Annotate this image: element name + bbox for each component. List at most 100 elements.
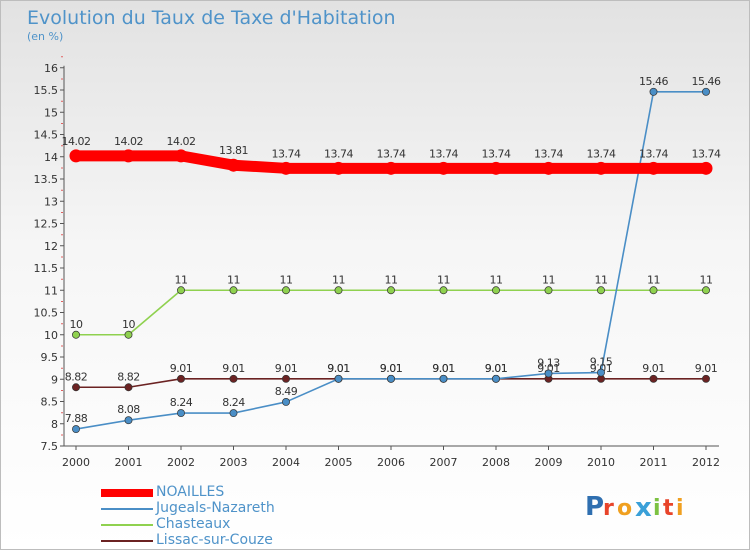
svg-text:i: i — [653, 496, 661, 521]
data-label-jugeals-nazareth: 9.13 — [537, 356, 560, 369]
data-label-noailles: 14.02 — [62, 135, 91, 148]
data-label-chasteaux: 11 — [647, 273, 660, 286]
data-point-noailles — [647, 161, 660, 175]
y-tick-label: 9.5 — [41, 351, 59, 364]
data-label-jugeals-nazareth: 15.46 — [639, 75, 668, 88]
data-point-jugeals-nazareth — [387, 374, 395, 383]
data-point-jugeals-nazareth — [72, 425, 80, 434]
data-point-noailles — [437, 161, 450, 175]
data-label-jugeals-nazareth: 8.24 — [222, 396, 245, 409]
data-label-lissac-sur-couze: 9.01 — [642, 362, 665, 375]
chart-subtitle: (en %) — [27, 30, 64, 43]
data-point-lissac-sur-couze — [229, 374, 238, 383]
y-tick-label: 14.5 — [34, 129, 59, 142]
y-tick-label: 13 — [44, 195, 58, 208]
legend-item-chasteaux: Chasteaux — [101, 516, 321, 533]
x-tick-label: 2008 — [482, 456, 510, 469]
data-point-lissac-sur-couze — [177, 374, 185, 383]
data-label-chasteaux: 11 — [595, 273, 608, 286]
data-point-chasteaux — [334, 286, 343, 295]
y-tick-label: 12.5 — [34, 218, 59, 231]
data-label-jugeals-nazareth: 8.24 — [170, 396, 193, 409]
data-label-chasteaux: 11 — [700, 273, 713, 286]
data-point-jugeals-nazareth — [702, 87, 710, 96]
data-label-chasteaux: 10 — [70, 318, 83, 331]
legend-swatch-noailles — [101, 489, 153, 497]
data-point-noailles — [122, 149, 135, 163]
data-point-lissac-sur-couze — [72, 383, 80, 392]
data-label-jugeals-nazareth: 9.01 — [432, 362, 455, 375]
legend-item-jugeals-nazareth: Jugeals-Nazareth — [101, 500, 321, 517]
data-point-jugeals-nazareth — [544, 369, 553, 378]
data-label-noailles: 14.02 — [114, 135, 143, 148]
data-label-lissac-sur-couze: 9.01 — [485, 362, 508, 375]
data-point-chasteaux — [72, 330, 80, 339]
y-tick-label: 8.5 — [41, 396, 59, 409]
x-tick-label: 2012 — [692, 456, 720, 469]
x-tick-label: 2011 — [640, 456, 668, 469]
data-label-noailles: 13.74 — [639, 147, 668, 160]
svg-text:o: o — [617, 496, 632, 521]
data-point-jugeals-nazareth — [229, 409, 238, 418]
x-tick-label: 2010 — [587, 456, 615, 469]
data-point-chasteaux — [387, 286, 395, 295]
data-point-noailles — [279, 161, 293, 175]
svg-text:P: P — [585, 492, 604, 522]
data-label-jugeals-nazareth: 8.49 — [275, 385, 298, 398]
data-point-jugeals-nazareth — [597, 368, 605, 377]
x-tick-label: 2000 — [62, 456, 90, 469]
y-tick-label: 12 — [44, 240, 58, 253]
data-point-chasteaux — [229, 286, 238, 295]
data-label-noailles: 13.74 — [272, 147, 301, 160]
y-tick-label: 7.5 — [41, 440, 59, 453]
data-point-noailles — [594, 161, 608, 175]
x-tick-label: 2002 — [167, 456, 195, 469]
data-label-chasteaux: 11 — [332, 273, 345, 286]
data-point-noailles — [489, 161, 503, 175]
data-point-chasteaux — [544, 286, 553, 295]
data-label-noailles: 13.74 — [534, 147, 563, 160]
data-label-lissac-sur-couze: 9.01 — [695, 362, 718, 375]
data-point-chasteaux — [597, 286, 605, 295]
data-label-lissac-sur-couze: 9.01 — [327, 362, 350, 375]
legend-label-lissac-sur-couze: Lissac-sur-Couze — [156, 532, 273, 548]
data-label-chasteaux: 11 — [542, 273, 555, 286]
data-label-chasteaux: 11 — [437, 273, 450, 286]
data-label-noailles: 13.81 — [219, 144, 248, 157]
y-tick-label: 15 — [44, 106, 58, 119]
svg-text:i: i — [676, 496, 684, 521]
x-tick-label: 2006 — [377, 456, 405, 469]
data-label-noailles: 14.02 — [167, 135, 196, 148]
data-label-chasteaux: 11 — [175, 273, 188, 286]
data-point-noailles — [332, 161, 345, 175]
data-point-jugeals-nazareth — [334, 374, 343, 383]
data-label-lissac-sur-couze: 8.82 — [65, 370, 88, 383]
data-label-lissac-sur-couze: 9.01 — [537, 362, 560, 375]
y-tick-label: 11 — [44, 284, 58, 297]
data-point-lissac-sur-couze — [124, 383, 133, 392]
legend-swatch-lissac-sur-couze — [101, 540, 153, 542]
x-tick-label: 2003 — [220, 456, 248, 469]
data-label-chasteaux: 11 — [385, 273, 398, 286]
data-point-chasteaux — [177, 286, 185, 295]
data-label-jugeals-nazareth: 8.08 — [117, 403, 140, 416]
data-label-lissac-sur-couze: 9.01 — [222, 362, 245, 375]
data-point-jugeals-nazareth — [439, 374, 448, 383]
data-point-chasteaux — [439, 286, 448, 295]
svg-text:t: t — [663, 496, 674, 521]
data-point-noailles — [174, 149, 188, 163]
x-tick-label: 2005 — [325, 456, 353, 469]
x-tick-label: 2007 — [430, 456, 458, 469]
y-tick-label: 10 — [44, 329, 58, 342]
data-label-jugeals-nazareth: 9.01 — [485, 362, 508, 375]
data-label-lissac-sur-couze: 9.01 — [380, 362, 403, 375]
legend-label-chasteaux: Chasteaux — [156, 516, 231, 532]
data-label-jugeals-nazareth: 9.01 — [327, 362, 350, 375]
data-label-lissac-sur-couze: 9.01 — [432, 362, 455, 375]
y-tick-label: 13.5 — [34, 173, 59, 186]
data-label-jugeals-nazareth: 15.46 — [692, 75, 721, 88]
svg-text:r: r — [603, 496, 614, 521]
data-label-lissac-sur-couze: 9.01 — [275, 362, 298, 375]
